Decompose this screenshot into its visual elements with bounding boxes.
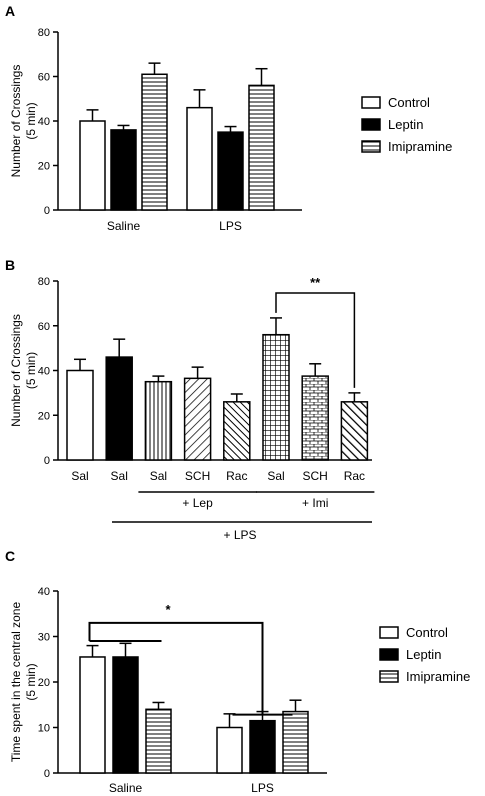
panel-a-legend-label: Imipramine bbox=[388, 139, 452, 154]
panel-a-bar bbox=[248, 84, 275, 211]
panel-a-y-tick-label: 60 bbox=[38, 72, 50, 84]
chart-panel-b: 0 20 40 60 80 Number of Crossings(5 min) Sal Sa… bbox=[9, 275, 375, 542]
panel-a-legend-swatch bbox=[361, 96, 381, 109]
panel-b-x-tick-label: Sal bbox=[150, 469, 167, 483]
panel-c-y-axis-label-line: Time spent in the central zone bbox=[9, 602, 23, 763]
panel-c-y-tick-label: 0 bbox=[44, 768, 50, 780]
panel-b-y-tick-label: 0 bbox=[44, 455, 50, 467]
panel-a-y-tick-label: 20 bbox=[38, 161, 50, 173]
panel-c-y-tick-label: 10 bbox=[38, 723, 50, 735]
panel-letter-c: C bbox=[5, 548, 15, 564]
panel-c-legend-label: Control bbox=[406, 625, 448, 640]
panel-a-bar bbox=[110, 129, 137, 211]
panel-b-y-axis-label-line: (5 min) bbox=[24, 352, 38, 389]
panel-c-legend-label: Leptin bbox=[406, 647, 441, 662]
panel-letter-b: B bbox=[5, 257, 15, 273]
panel-b-y-tick-label: 60 bbox=[38, 321, 50, 333]
panel-c-x-category-label: Saline bbox=[109, 781, 143, 795]
panel-a-y-axis-label-line: (5 min) bbox=[24, 102, 38, 139]
panel-b-x-tick-label: Rac bbox=[344, 469, 365, 483]
panel-letter-a: A bbox=[5, 3, 15, 19]
panel-b-bar bbox=[183, 377, 212, 461]
panel-b-y-tick-label: 40 bbox=[38, 366, 50, 378]
panel-a-y-axis-label-line: Number of Crossings bbox=[9, 65, 23, 178]
panel-b-bar bbox=[223, 401, 251, 461]
panel-c-y-axis-label: Time spent in the central zone(5 min) bbox=[9, 602, 38, 763]
panel-a-legend-swatch bbox=[361, 118, 381, 131]
panel-c-significance-bracket bbox=[88, 621, 264, 715]
panel-c-y-tick-label: 20 bbox=[38, 677, 50, 689]
panel-b-bar bbox=[340, 401, 369, 461]
panel-c-y-tick-label: 30 bbox=[38, 632, 50, 644]
panel-b-y-tick-label: 80 bbox=[38, 276, 50, 288]
panel-a-y-axis-label: Number of Crossings(5 min) bbox=[9, 65, 38, 178]
panel-a-legend-swatch bbox=[361, 140, 381, 153]
panel-c-bar bbox=[79, 656, 106, 774]
panel-b-x-tick-label: SCH bbox=[185, 469, 210, 483]
panel-b-x-tick-label: Rac bbox=[226, 469, 247, 483]
panel-b-bar bbox=[262, 333, 290, 461]
panel-c-bar bbox=[249, 719, 276, 774]
panel-c-significance-label: * bbox=[165, 602, 171, 617]
panel-b-group-label: + Lep bbox=[182, 496, 213, 510]
panel-c-y-axis-label-line: (5 min) bbox=[24, 663, 38, 700]
panel-a-y-tick-label: 40 bbox=[38, 116, 50, 128]
panel-b-y-axis-label-line: Number of Crossings bbox=[9, 314, 23, 427]
panel-c-y-tick-label: 40 bbox=[38, 586, 50, 598]
panel-a-y-tick-label: 0 bbox=[44, 205, 50, 217]
panel-c-legend-swatch bbox=[379, 648, 399, 661]
panel-c-x-category-label: LPS bbox=[251, 781, 274, 795]
panel-b-bar bbox=[66, 369, 94, 461]
panel-a-y-tick-label: 80 bbox=[38, 27, 50, 39]
panel-b-significance-bracket bbox=[275, 292, 356, 388]
panel-a-bar bbox=[141, 73, 168, 211]
panel-c-bar bbox=[145, 708, 172, 774]
panel-a-bar bbox=[79, 120, 106, 211]
panel-c-bar bbox=[216, 726, 243, 774]
panel-b-bar bbox=[144, 380, 173, 461]
chart-panel-a: 0 20 40 60 80 Number of Crossings(5 min) Salin… bbox=[9, 27, 452, 233]
panel-b-group-label: + Imi bbox=[302, 496, 328, 510]
panel-b-x-tick-label: SCH bbox=[303, 469, 328, 483]
panel-b-x-tick-label: Sal bbox=[111, 469, 128, 483]
panel-b-group-label: + LPS bbox=[223, 528, 256, 542]
panel-b-significance-label: ** bbox=[310, 275, 321, 290]
panel-a-x-category-label: LPS bbox=[219, 219, 242, 233]
panel-c-legend-swatch bbox=[379, 626, 399, 639]
panel-b-y-tick-label: 20 bbox=[38, 410, 50, 422]
panel-b-x-tick-label: Sal bbox=[267, 469, 284, 483]
panel-c-legend-swatch bbox=[379, 670, 399, 683]
panel-b-y-axis-label: Number of Crossings(5 min) bbox=[9, 314, 38, 427]
panel-c-legend-label: Imipramine bbox=[406, 669, 470, 684]
panel-b-bar bbox=[105, 356, 133, 461]
panel-b-bar bbox=[301, 375, 329, 461]
panel-a-legend-label: Control bbox=[388, 95, 430, 110]
panel-a-x-category-label: Saline bbox=[107, 219, 141, 233]
panel-b-x-tick-label: Sal bbox=[71, 469, 88, 483]
panel-a-legend-label: Leptin bbox=[388, 117, 423, 132]
panel-a-bar bbox=[217, 131, 244, 211]
panel-c-bar bbox=[112, 656, 139, 774]
panel-c-bar bbox=[282, 710, 309, 774]
panel-a-bar bbox=[186, 106, 213, 211]
